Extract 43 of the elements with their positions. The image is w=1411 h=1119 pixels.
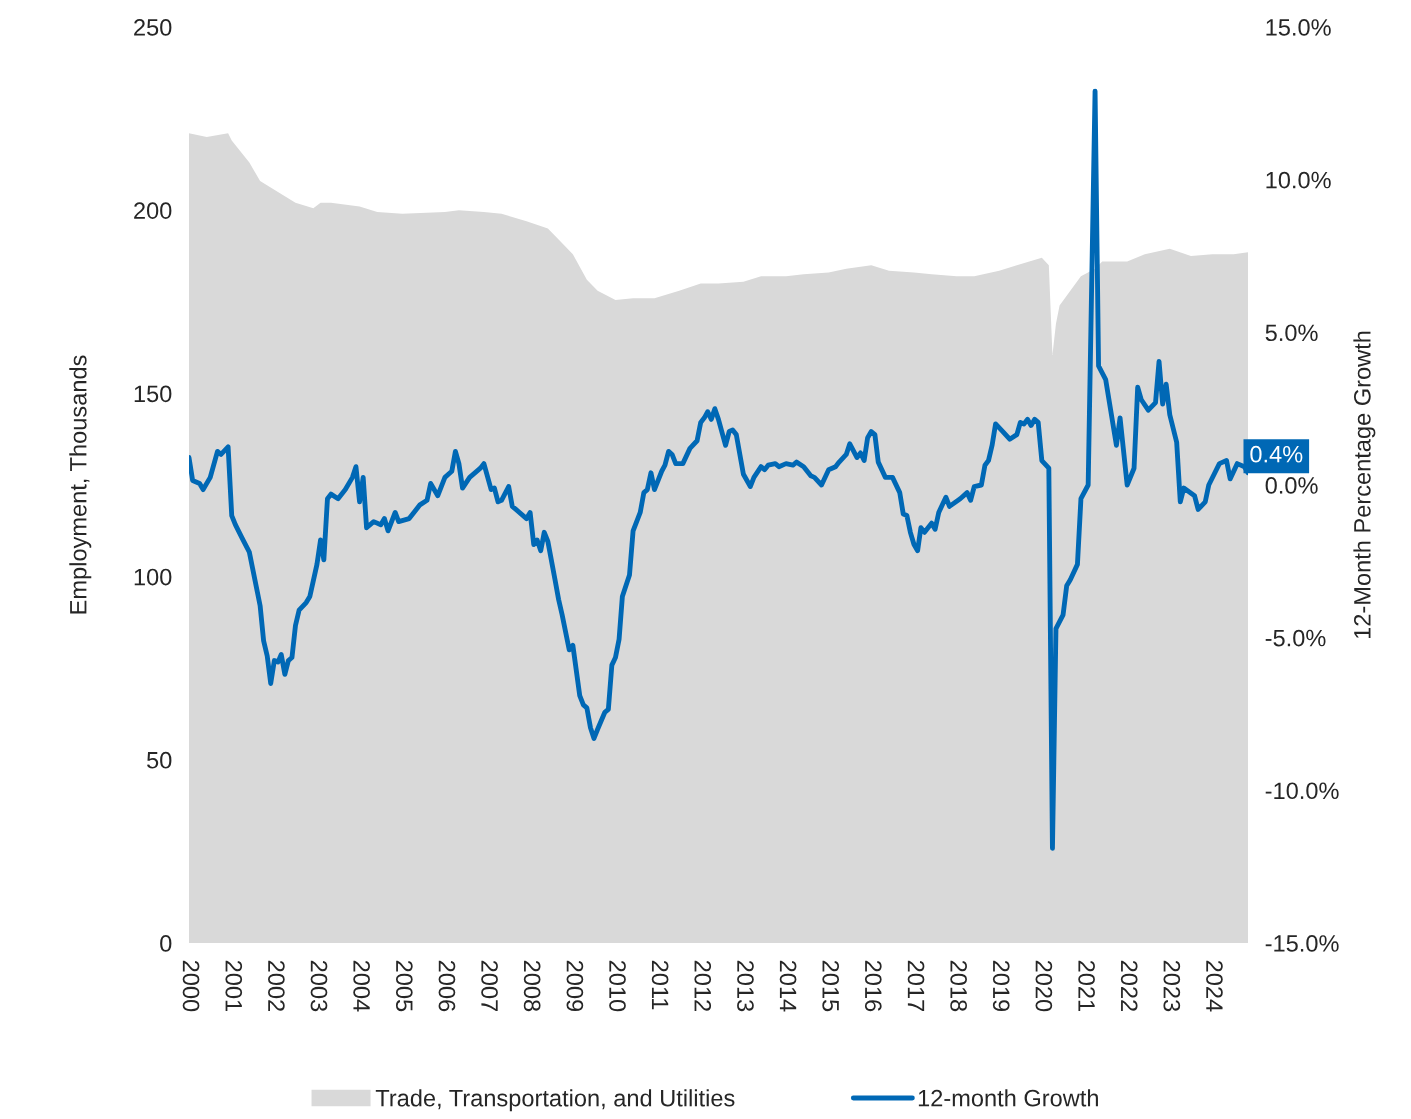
x-tick-label: 2004 xyxy=(353,960,370,1012)
y-tick-label: 250 xyxy=(134,19,172,36)
y-tick-label: 100 xyxy=(134,568,172,586)
y2-tick-label: -15.0% xyxy=(1265,935,1339,952)
y2-tick-label: 5.0% xyxy=(1265,324,1318,342)
x-tick-label: 2014 xyxy=(779,960,797,1012)
legend-label: Trade, Transportation, and Utilities xyxy=(375,1089,735,1112)
legend-label: 12-month Growth xyxy=(918,1089,1098,1107)
x-tick-label: 2005 xyxy=(395,960,413,1012)
x-tick-label: 2002 xyxy=(268,960,285,1012)
x-tick-label: 2006 xyxy=(438,960,456,1012)
x-tick-label: 2000 xyxy=(182,960,200,1012)
x-tick-label: 2022 xyxy=(1120,960,1138,1012)
x-tick-label: 2001 xyxy=(225,960,243,1012)
x-tick-label: 2017 xyxy=(907,960,925,1012)
y2-tick-label: 10.0% xyxy=(1266,171,1331,189)
x-tick-label: 2024 xyxy=(1206,960,1223,1012)
y2-tick-label: -5.0% xyxy=(1265,629,1326,647)
x-tick-label: 2021 xyxy=(1078,960,1095,1012)
x-tick-label: 2009 xyxy=(566,960,584,1012)
x-tick-label: 2003 xyxy=(310,960,328,1012)
x-tick-label: 2016 xyxy=(864,960,882,1012)
y2-tick-label: 15.0% xyxy=(1266,19,1331,36)
x-tick-label: 2023 xyxy=(1163,960,1181,1012)
y-tick-label: 200 xyxy=(134,202,172,219)
y2-tick-label: -10.0% xyxy=(1265,782,1339,800)
y-tick-label: 150 xyxy=(134,385,172,403)
x-tick-label: 2007 xyxy=(481,960,498,1012)
x-tick-label: 2010 xyxy=(609,960,626,1012)
y-tick-label: 0 xyxy=(160,935,172,952)
x-tick-label: 2008 xyxy=(523,960,541,1012)
y2-tick-label: 0.0% xyxy=(1265,477,1318,494)
x-tick-label: 2012 xyxy=(694,960,712,1012)
x-tick-label: 2011 xyxy=(651,960,669,1010)
y2-axis-title: 12-Month Percentage Growth xyxy=(1353,331,1376,639)
x-tick-label: 2015 xyxy=(822,960,840,1012)
text: 0.4% xyxy=(1250,445,1303,463)
x-tick-label: 2020 xyxy=(1035,960,1053,1012)
x-tick-label: 2018 xyxy=(950,960,967,1012)
x-tick-label: 2013 xyxy=(737,960,754,1012)
x-tick-label: 2019 xyxy=(992,960,1010,1012)
y-axis-title: Employment, Thousands xyxy=(69,355,92,614)
y-tick-label: 50 xyxy=(147,751,172,769)
